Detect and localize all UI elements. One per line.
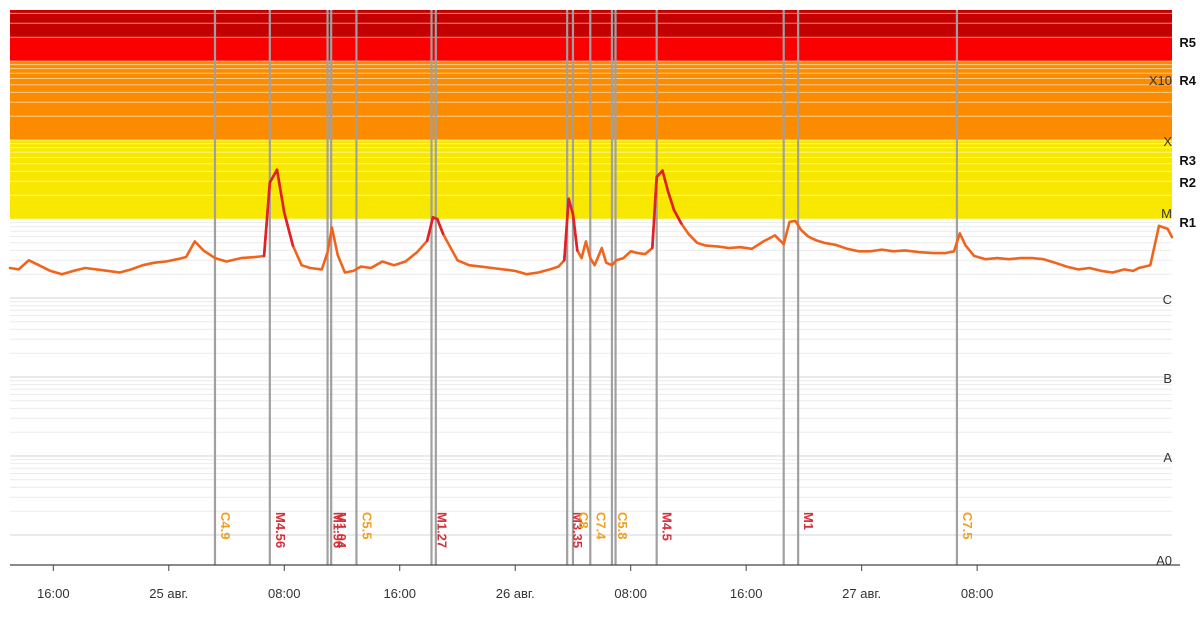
flare-label: C5.5	[359, 512, 374, 539]
flare-label: C4.9	[218, 512, 233, 539]
x-axis: 16:00 25 авг. 08:00 16:00 26 авг. 08:00 16:00 2…	[10, 564, 1180, 601]
flare-label: M4.56	[273, 512, 288, 548]
flux-line-m-segment	[562, 197, 570, 262]
flux-line-m-segment	[268, 168, 279, 184]
r-scale-label: R4	[1179, 73, 1196, 88]
flux-line-m-segment	[425, 216, 435, 243]
x-tick-label: 25 авг.	[149, 586, 188, 601]
flare-label: M4.5	[660, 512, 675, 541]
class-label: X	[1163, 134, 1172, 149]
r-scale-label: R3	[1179, 153, 1196, 168]
flare-label: C8	[576, 512, 591, 529]
flare-label: M1.96	[331, 512, 346, 548]
class-label: C	[1163, 292, 1172, 307]
r-scale-label: R5	[1179, 35, 1196, 50]
x-tick-label: 26 авг.	[496, 586, 535, 601]
x-tick-label: 08:00	[961, 586, 994, 601]
xray-flux-series	[8, 168, 1174, 276]
x-tick-label: 08:00	[268, 586, 301, 601]
flux-line-m-segment	[567, 197, 575, 216]
x-tick-label: 16:00	[37, 586, 70, 601]
class-label: A0	[1156, 553, 1172, 568]
x-tick-label: 16:00	[383, 586, 416, 601]
flux-line-m-segment	[672, 208, 683, 225]
class-label: M	[1161, 206, 1172, 221]
flux-line-m-segment	[571, 212, 579, 252]
r-scale-label: R2	[1179, 175, 1196, 190]
flare-label: M3.35	[570, 512, 585, 548]
x-tick-label: 08:00	[614, 586, 647, 601]
flare-event-markers	[213, 10, 959, 565]
flux-line-m-segment	[666, 190, 676, 212]
x-tick-label: 16:00	[730, 586, 763, 601]
x-tick-label: 27 авг.	[842, 586, 881, 601]
flux-line	[8, 168, 1174, 276]
flux-line-m-segment	[435, 217, 445, 236]
class-label: B	[1163, 371, 1172, 386]
class-labels: X10 X M C B A A0 R5 R4 R3 R2 R1	[1149, 35, 1197, 568]
flux-line-m-segment	[651, 175, 658, 250]
flux-line-m-segment	[262, 181, 272, 258]
class-label: A	[1163, 450, 1172, 465]
flux-line-m-segment	[275, 168, 286, 215]
flare-label: C7.5	[960, 512, 975, 539]
flare-label: M1	[801, 512, 816, 530]
r-scale-label: R1	[1179, 215, 1196, 230]
flare-label: C7.4	[593, 512, 608, 540]
flare-label: M1.27	[434, 512, 449, 548]
class-label: X10	[1149, 73, 1172, 88]
flux-line-m-segment	[661, 169, 670, 194]
flare-label: M1.04	[334, 512, 349, 549]
flare-label: C5.8	[615, 512, 630, 539]
flux-line-m-segment	[282, 211, 295, 247]
